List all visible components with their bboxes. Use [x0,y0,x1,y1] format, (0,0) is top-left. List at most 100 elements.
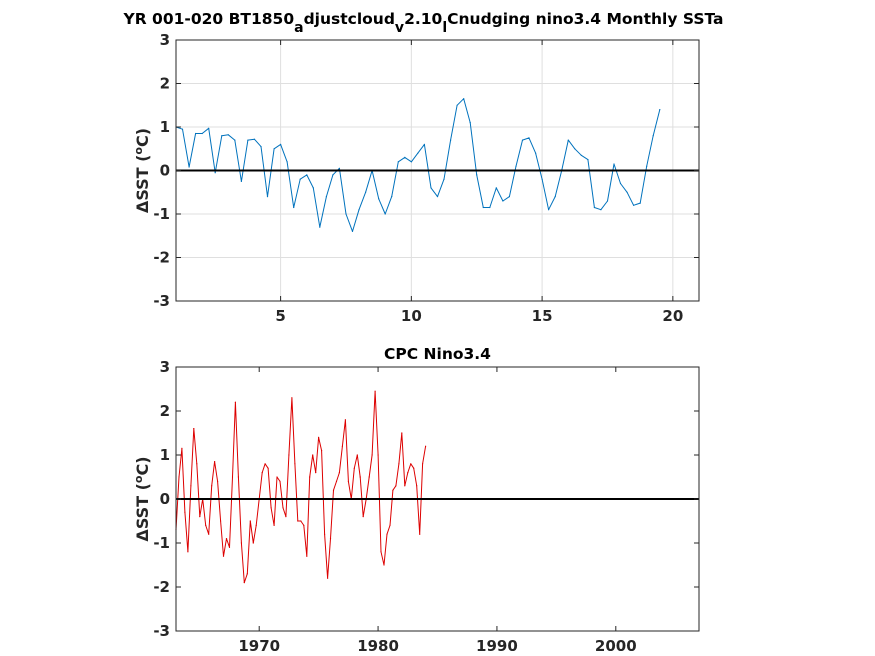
y-axis-label-superscript: o [132,147,145,155]
data-point [450,139,452,141]
y-axis-label-suffix: C) [133,128,152,147]
y-tick-label: 2 [160,402,170,420]
data-point [312,454,314,456]
data-point [267,467,269,469]
data-point [214,461,216,463]
top-chart-panel: 5 10 15 20 -3 -2 -1 0 1 2 3 ΔSST (oC) YR 001-020 BT1… [122,10,723,325]
chart-title: CPC Nino3.4 [384,345,491,363]
data-point [260,146,262,148]
chart-title-text: Cnudging nino3.4 Monthly SSTa [447,10,723,28]
data-point [389,524,391,527]
data-point [469,122,471,124]
y-tick-label: 1 [160,118,170,136]
data-point [508,196,510,198]
y-axis-label: ΔSST (oC) [132,128,153,213]
data-point [392,489,394,491]
y-tick-label: -3 [153,622,170,640]
chart-title-subscript: v [395,20,404,36]
data-point [600,209,602,211]
chart-title-subscript: a [294,20,303,36]
data-point [243,582,245,584]
data-point [351,230,354,232]
data-point [443,178,445,180]
data-point [225,538,228,540]
data-point [365,191,367,193]
data-point [325,196,327,198]
data-point [606,200,609,202]
data-point [338,472,340,474]
x-tick-label: 15 [532,307,553,325]
x-tick-label: 5 [275,307,285,325]
data-point [430,187,432,189]
data-point [234,401,236,403]
chart-title-text: 2.10 [404,10,442,28]
x-tick-label: 1980 [357,637,399,655]
data-point [489,206,491,209]
data-point [422,463,424,465]
data-point [324,533,326,535]
data-point [181,447,183,449]
data-point [567,139,569,141]
data-point [419,533,421,535]
data-point [335,480,338,482]
data-point [613,163,615,165]
y-tick-label: -1 [153,205,170,223]
data-point [187,551,189,553]
y-tick-label: 1 [160,446,170,464]
data-point [221,135,223,137]
data-point [338,167,340,169]
x-tick-label: 1970 [238,637,280,655]
y-tick-label: 3 [160,358,170,376]
data-point [371,454,373,456]
data-point [184,511,186,513]
data-point [410,463,412,465]
data-point [502,200,504,202]
data-point [240,180,242,182]
data-point [217,480,219,482]
data-point [306,174,308,176]
data-point [306,555,308,557]
data-point [383,564,385,566]
data-point [386,533,388,535]
data-point [554,196,556,198]
data-point [195,132,197,135]
data-point [205,524,207,527]
data-point [593,206,596,209]
data-point [456,104,458,106]
y-tick-label: -2 [153,578,170,596]
data-point [377,454,379,456]
data-point [380,551,382,553]
data-point [378,198,380,200]
data-point [266,196,269,198]
data-point [410,161,412,163]
data-point [404,156,406,158]
data-point [201,132,203,135]
data-point [482,206,484,209]
data-point [199,516,201,518]
y-tick-label: 0 [160,490,170,508]
data-point [535,152,537,154]
data-point [362,516,364,518]
y-axis-label-prefix: ΔSST ( [133,155,152,214]
data-point [211,485,213,487]
data-point [368,476,370,478]
data-point [285,516,287,518]
x-tick-label: 20 [662,307,683,325]
data-point [639,202,641,204]
data-point [574,148,576,150]
data-point [416,485,418,487]
data-point [417,152,419,154]
data-point [318,436,320,438]
data-point [476,174,478,176]
data-point [261,472,263,474]
data-point [425,445,427,447]
chart-title-text: YR 001-020 BT1850 [122,10,294,28]
data-point [270,507,272,509]
data-point [234,139,236,141]
data-point [319,226,321,228]
y-tick-label: 0 [160,162,170,180]
data-point [303,524,305,527]
data-point [652,135,654,137]
data-point [280,143,282,145]
data-point [309,476,311,478]
